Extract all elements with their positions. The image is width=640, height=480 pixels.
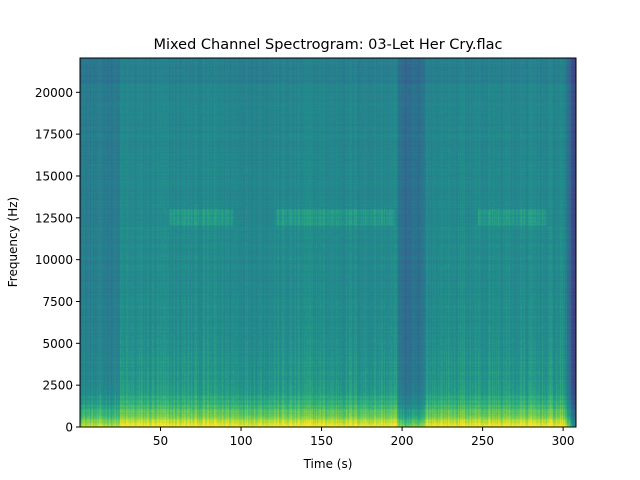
y-tick-label: 7500	[42, 295, 73, 309]
x-tick-label: 200	[391, 434, 414, 448]
y-tick-label: 15000	[35, 169, 73, 183]
x-tick-label: 100	[230, 434, 253, 448]
plot-frame	[79, 57, 577, 428]
spectrogram-plot-area	[80, 58, 576, 427]
y-tick-label: 20000	[35, 86, 73, 100]
y-tick-label: 2500	[42, 379, 73, 393]
x-tick-label: 250	[471, 434, 494, 448]
y-tick-label: 10000	[35, 253, 73, 267]
y-axis-label: Frequency (Hz)	[6, 197, 20, 288]
x-axis: 50 100 150 200 250 300	[153, 427, 575, 448]
y-tick-label: 5000	[42, 337, 73, 351]
y-tick-label: 12500	[35, 211, 73, 225]
x-tick-label: 300	[552, 434, 575, 448]
spectrogram-heatmap	[80, 58, 576, 427]
x-tick-label: 50	[153, 434, 168, 448]
x-tick-label: 150	[310, 434, 333, 448]
chart-title: Mixed Channel Spectrogram: 03-Let Her Cr…	[153, 37, 502, 53]
y-tick-label: 0	[65, 421, 73, 435]
y-axis: 0 2500 5000 7500 10000 12500 15000 17500 20000	[35, 86, 80, 435]
y-tick-label: 17500	[35, 128, 73, 142]
x-axis-label: Time (s)	[303, 457, 353, 471]
